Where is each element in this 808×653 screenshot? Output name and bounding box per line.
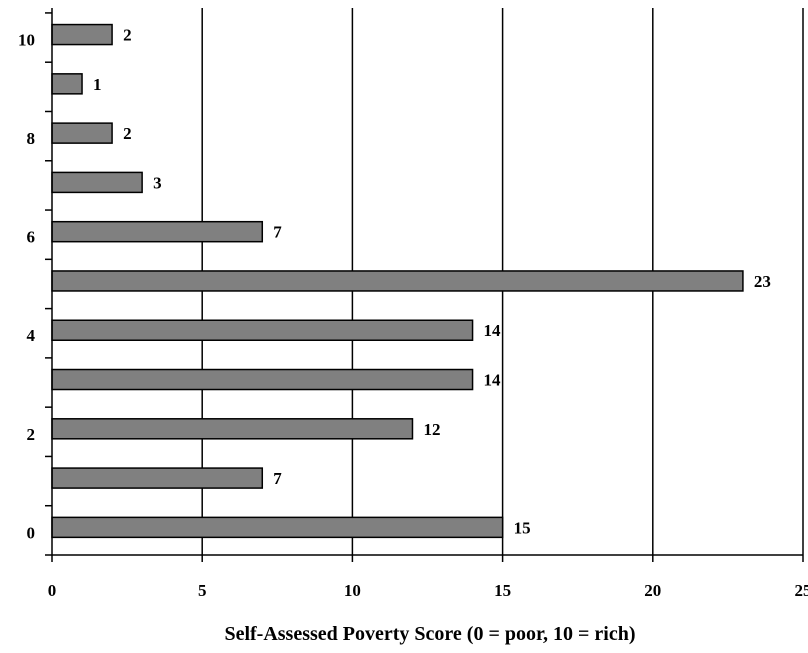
data-label: 14 [484,321,502,340]
bars [51,23,744,539]
y-tick-label: 8 [27,129,36,148]
data-label: 15 [514,518,531,537]
bar-score-6 [51,220,264,243]
x-tick-label: 15 [494,581,511,600]
y-tick-label: 2 [27,425,36,444]
data-label: 14 [484,371,502,390]
bar-score-10 [51,23,113,46]
data-label: 1 [93,75,102,94]
bar-score-0 [51,516,504,539]
data-label: 2 [123,124,132,143]
bar-score-2 [51,418,414,440]
y-tick-label: 0 [27,523,36,542]
x-tick-label: 5 [198,581,207,600]
y-tick-label: 6 [27,228,36,247]
bar-score-8 [51,122,113,144]
axes [45,8,804,562]
data-label: 2 [123,26,132,45]
data-label: 7 [273,469,282,488]
x-tick-label: 20 [644,581,661,600]
data-label: 7 [273,223,282,242]
data-label: 3 [153,173,162,192]
x-axis-title: Self-Assessed Poverty Score (0 = poor, 1… [224,623,635,645]
y-tick-label: 4 [27,326,36,345]
data-label: 12 [423,420,440,439]
bar-score-7 [51,171,143,194]
bar-score-9 [51,73,83,95]
x-tick-label: 0 [48,581,57,600]
x-tick-label: 25 [795,581,808,600]
bar-score-1 [51,467,264,489]
bar-score-4 [51,319,474,341]
bar-score-5 [51,270,744,292]
y-tick-label: 10 [18,31,35,50]
bar-score-3 [51,368,474,391]
x-tick-label: 10 [344,581,361,600]
data-label: 23 [754,272,771,291]
